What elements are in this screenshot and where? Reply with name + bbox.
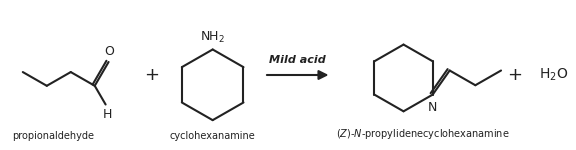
Text: +: +: [507, 66, 522, 84]
Text: propionaldehyde: propionaldehyde: [12, 131, 94, 141]
Text: H$_2$O: H$_2$O: [539, 67, 569, 83]
Text: $(Z)$-$N$-propylidenecyclohexanamine: $(Z)$-$N$-propylidenecyclohexanamine: [336, 127, 510, 141]
Text: N: N: [428, 100, 437, 114]
Text: O: O: [105, 45, 115, 58]
Text: H: H: [103, 108, 112, 121]
Text: cyclohexanamine: cyclohexanamine: [170, 131, 256, 141]
Text: NH$_2$: NH$_2$: [200, 29, 225, 45]
Text: Mild acid: Mild acid: [270, 55, 326, 65]
Text: +: +: [144, 66, 159, 84]
